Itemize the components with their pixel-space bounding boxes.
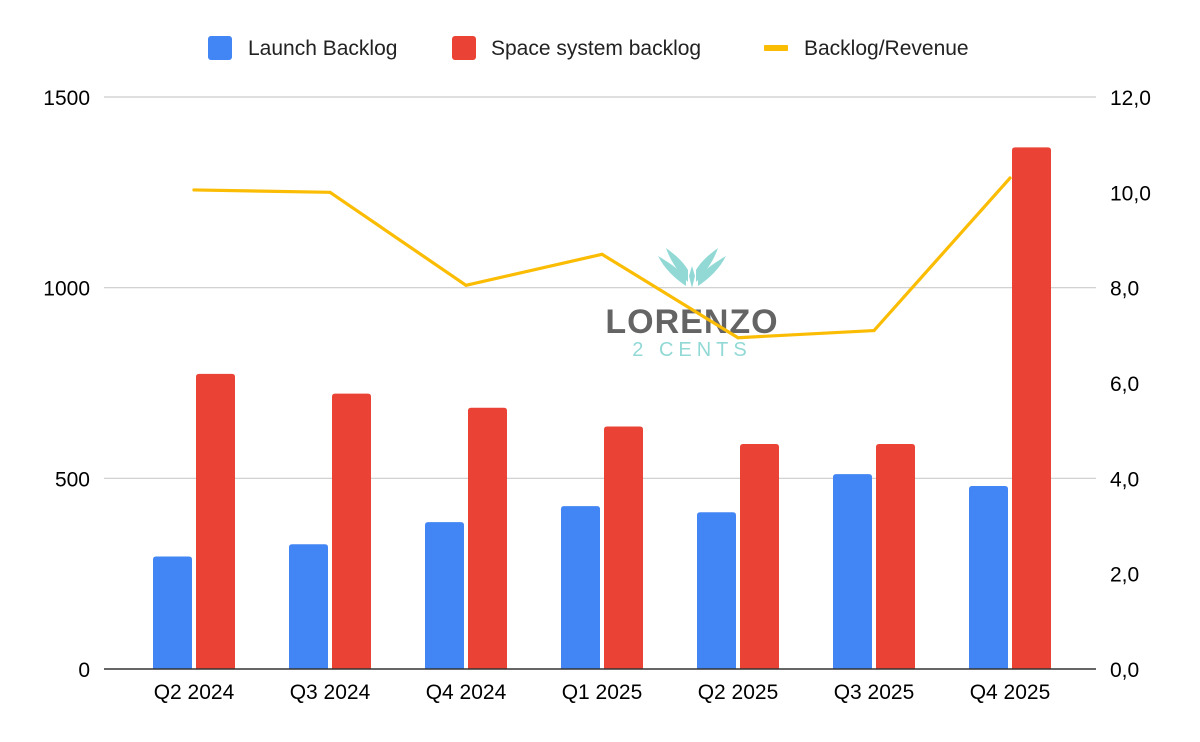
watermark: LORENZO 2 CENTS <box>605 248 778 361</box>
bars <box>153 147 1051 669</box>
bar-space-system-backlog-5 <box>876 444 915 669</box>
x-axis-tick-label: Q2 2025 <box>698 681 779 704</box>
bar-space-system-backlog-1 <box>332 393 371 669</box>
left-axis: 0 500 1000 1500 <box>43 87 90 682</box>
left-axis-tick-label: 1500 <box>43 87 90 110</box>
legend: Launch Backlog Space system backlog Backlo… <box>208 36 969 60</box>
legend-label: Launch Backlog <box>248 37 397 60</box>
x-axis-tick-label: Q4 2024 <box>426 681 507 704</box>
legend-item-launch-backlog: Launch Backlog <box>208 36 397 60</box>
x-axis-tick-label: Q3 2024 <box>290 681 371 704</box>
bar-launch-backlog-2 <box>425 522 464 669</box>
wings-logo-icon <box>658 248 726 288</box>
left-axis-tick-label: 500 <box>55 468 90 491</box>
right-axis-tick-label: 8,0 <box>1110 278 1139 301</box>
right-axis: 0,0 2,0 4,0 6,0 8,0 10,0 12,0 <box>1110 87 1151 682</box>
x-axis-tick-label: Q1 2025 <box>562 681 643 704</box>
legend-swatch <box>764 45 788 51</box>
line-backlog-revenue <box>192 176 1012 340</box>
x-axis-tick-label: Q4 2025 <box>970 681 1051 704</box>
legend-item-space-system-backlog: Space system backlog <box>452 36 701 60</box>
right-axis-tick-label: 2,0 <box>1110 564 1139 587</box>
right-axis-tick-label: 4,0 <box>1110 468 1139 491</box>
bar-space-system-backlog-0 <box>196 373 235 669</box>
bar-launch-backlog-1 <box>289 544 328 669</box>
left-axis-tick-label: 1000 <box>43 278 90 301</box>
x-axis-tick-label: Q2 2024 <box>154 681 235 704</box>
bar-launch-backlog-0 <box>153 556 192 669</box>
bar-space-system-backlog-6 <box>1012 147 1051 669</box>
left-axis-tick-label: 0 <box>78 659 90 682</box>
bar-launch-backlog-6 <box>969 485 1008 669</box>
bar-launch-backlog-3 <box>561 506 600 669</box>
line-point-1 <box>328 190 332 194</box>
bar-launch-backlog-4 <box>697 512 736 669</box>
right-axis-tick-label: 10,0 <box>1110 182 1151 205</box>
line-point-3 <box>600 252 604 256</box>
bar-launch-backlog-5 <box>833 474 872 669</box>
gridlines <box>104 96 1096 479</box>
bar-space-system-backlog-3 <box>604 426 643 669</box>
legend-swatch <box>452 36 476 60</box>
line-series <box>192 176 1012 340</box>
x-axis-tick-label: Q3 2025 <box>834 681 915 704</box>
legend-label: Space system backlog <box>491 37 701 60</box>
right-axis-tick-label: 6,0 <box>1110 373 1139 396</box>
line-point-0 <box>192 188 196 192</box>
legend-label: Backlog/Revenue <box>804 37 969 60</box>
x-axis: Q2 2024 Q3 2024 Q4 2024 Q1 2025 Q2 2025 Q3 20… <box>104 668 1096 704</box>
line-point-2 <box>464 283 468 287</box>
line-point-6 <box>1008 176 1012 180</box>
right-axis-tick-label: 12,0 <box>1110 87 1151 110</box>
bar-space-system-backlog-2 <box>468 407 507 669</box>
legend-item-backlog-revenue: Backlog/Revenue <box>764 37 969 60</box>
line-point-5 <box>872 328 876 333</box>
line-point-4 <box>736 336 740 340</box>
bar-space-system-backlog-4 <box>740 444 779 669</box>
right-axis-tick-label: 0,0 <box>1110 659 1139 682</box>
legend-swatch <box>208 36 232 60</box>
watermark-subtitle: 2 CENTS <box>632 339 751 361</box>
